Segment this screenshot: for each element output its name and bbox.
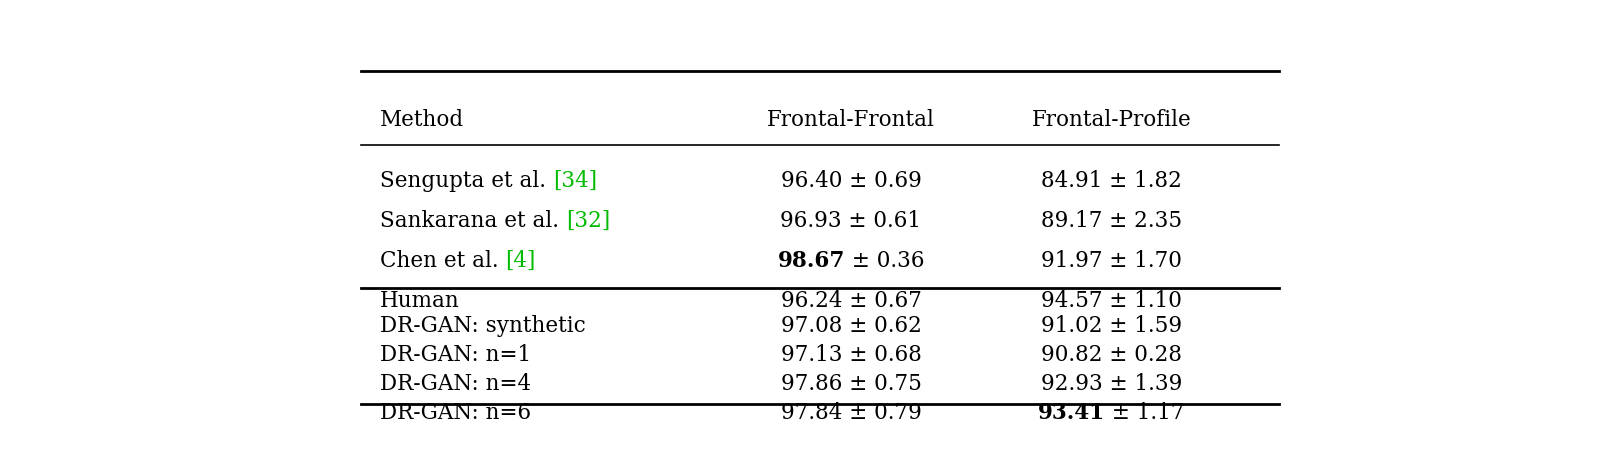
Text: ± 1.17: ± 1.17 [1106,402,1184,424]
Text: Frontal-Profile: Frontal-Profile [1032,109,1192,131]
Text: [4]: [4] [506,250,536,272]
Text: Method: Method [379,109,464,131]
Text: 93.41: 93.41 [1038,402,1106,424]
Text: 90.82 ± 0.28: 90.82 ± 0.28 [1042,344,1182,366]
Text: 97.08 ± 0.62: 97.08 ± 0.62 [781,315,922,337]
Text: 91.97 ± 1.70: 91.97 ± 1.70 [1042,250,1182,272]
Text: 97.86 ± 0.75: 97.86 ± 0.75 [781,373,922,395]
Text: Sankarana et al.: Sankarana et al. [379,210,566,232]
Text: 91.02 ± 1.59: 91.02 ± 1.59 [1042,315,1182,337]
Text: Chen et al.: Chen et al. [379,250,506,272]
Text: 84.91 ± 1.82: 84.91 ± 1.82 [1042,170,1182,192]
Text: 94.57 ± 1.10: 94.57 ± 1.10 [1042,290,1182,312]
Text: DR-GAN: n=4: DR-GAN: n=4 [379,373,531,395]
Text: 98.67: 98.67 [778,250,845,272]
Text: Human: Human [379,290,459,312]
Text: 92.93 ± 1.39: 92.93 ± 1.39 [1040,373,1182,395]
Text: [34]: [34] [552,170,597,192]
Text: 89.17 ± 2.35: 89.17 ± 2.35 [1042,210,1182,232]
Text: 97.84 ± 0.79: 97.84 ± 0.79 [781,402,922,424]
Text: 97.13 ± 0.68: 97.13 ± 0.68 [781,344,922,366]
Text: DR-GAN: synthetic: DR-GAN: synthetic [379,315,586,337]
Text: DR-GAN: n=6: DR-GAN: n=6 [379,402,531,424]
Text: 96.24 ± 0.67: 96.24 ± 0.67 [781,290,922,312]
Text: Sengupta et al.: Sengupta et al. [379,170,552,192]
Text: 96.93 ± 0.61: 96.93 ± 0.61 [781,210,922,232]
Text: DR-GAN: n=1: DR-GAN: n=1 [379,344,531,366]
Text: 96.40 ± 0.69: 96.40 ± 0.69 [781,170,922,192]
Text: [32]: [32] [566,210,610,232]
Text: Frontal-Frontal: Frontal-Frontal [766,109,934,131]
Text: ± 0.36: ± 0.36 [845,250,925,272]
